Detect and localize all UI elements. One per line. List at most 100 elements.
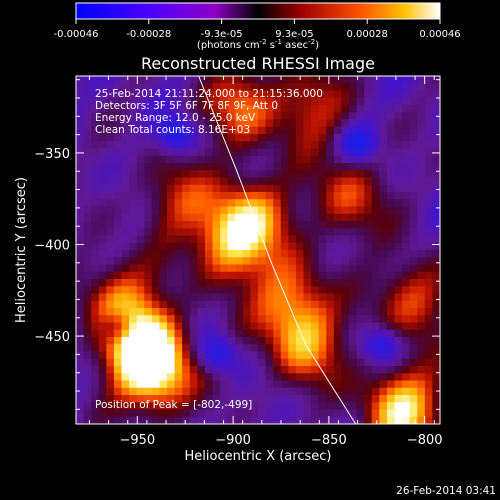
heatmap-cell: [204, 257, 213, 265]
heatmap-cell: [349, 97, 357, 106]
x-tick-label: −900: [215, 433, 251, 448]
heatmap-cell: [280, 351, 289, 360]
heatmap-cell: [76, 344, 84, 352]
heatmap-cell: [394, 141, 403, 149]
heatmap-cell: [113, 119, 122, 128]
heatmap-cell: [424, 300, 433, 309]
heatmap-cell: [113, 286, 122, 294]
heatmap-cell: [356, 235, 365, 244]
heatmap-cell: [144, 90, 153, 99]
heatmap-cell: [280, 134, 289, 142]
heatmap-cell: [197, 177, 206, 186]
x-tick-label: −950: [119, 433, 155, 448]
heatmap-cell: [197, 221, 206, 229]
x-axis-ticks: −950 −900 −850 −800: [88, 76, 443, 448]
heatmap-cell: [151, 105, 160, 113]
heatmap-cell: [333, 395, 342, 403]
heatmap-cell: [265, 141, 274, 149]
heatmap-cell: [212, 235, 221, 244]
heatmap-cell: [242, 163, 251, 171]
heatmap-cell: [341, 271, 350, 280]
heatmap-cell: [424, 416, 433, 424]
heatmap-cell: [265, 395, 274, 403]
heatmap-cell: [265, 199, 274, 207]
heatmap-cell: [212, 105, 221, 113]
heatmap-cell: [83, 242, 92, 251]
heatmap-cell: [91, 416, 100, 424]
heatmap-cell: [121, 83, 130, 91]
heatmap-cell: [220, 264, 229, 273]
heatmap-cell: [341, 228, 350, 236]
heatmap-cell: [167, 322, 175, 331]
heatmap-cell: [341, 300, 350, 309]
heatmap-cell: [280, 119, 289, 128]
heatmap-cell: [273, 329, 282, 338]
heatmap-cell: [303, 300, 312, 309]
heatmap-cell: [220, 286, 229, 294]
heatmap-cell: [113, 250, 122, 258]
heatmap-cell: [204, 83, 213, 91]
heatmap-cell: [394, 409, 403, 418]
heatmap-cell: [121, 90, 130, 99]
heatmap-cell: [167, 221, 175, 229]
heatmap-cell: [280, 163, 289, 171]
heatmap-cell: [121, 409, 130, 418]
heatmap-cell: [432, 395, 440, 403]
heatmap-cell: [83, 358, 92, 367]
heatmap-cell: [91, 221, 100, 229]
heatmap-cell: [106, 221, 115, 229]
heatmap-cell: [182, 373, 191, 381]
heatmap-cell: [280, 380, 289, 389]
heatmap-cell: [295, 83, 304, 91]
heatmap-cell: [250, 221, 259, 229]
heatmap-cell: [424, 329, 433, 338]
heatmap-cell: [364, 242, 373, 251]
heatmap-cell: [295, 235, 304, 244]
heatmap-cell: [91, 90, 100, 99]
heatmap-cell: [386, 170, 395, 178]
heatmap-cell: [432, 192, 440, 200]
heatmap-cell: [106, 235, 115, 244]
heatmap-cell: [136, 300, 145, 309]
heatmap-cell: [349, 257, 357, 265]
heatmap-cell: [250, 300, 259, 309]
heatmap-cell: [204, 228, 213, 236]
heatmap-cell: [288, 395, 297, 403]
heatmap-cell: [129, 155, 138, 164]
heatmap-cell: [159, 271, 168, 280]
heatmap-cell: [386, 344, 395, 352]
heatmap-cell: [151, 387, 160, 396]
heatmap-cell: [379, 177, 388, 186]
heatmap-cell: [212, 300, 221, 309]
heatmap-cell: [121, 300, 130, 309]
heatmap-cell: [288, 322, 297, 331]
heatmap-cell: [417, 279, 426, 287]
heatmap-cell: [424, 366, 433, 374]
heatmap-cell: [227, 235, 236, 244]
heatmap-cell: [242, 409, 251, 418]
heatmap-cell: [159, 90, 168, 99]
heatmap-cell: [106, 206, 115, 215]
heatmap-cell: [333, 279, 342, 287]
heatmap-cell: [417, 402, 426, 410]
heatmap-cell: [288, 358, 297, 367]
heatmap-cell: [129, 184, 138, 193]
heatmap-cell: [159, 264, 168, 273]
heatmap-cell: [424, 264, 433, 273]
heatmap-cell: [197, 134, 206, 142]
heatmap-cell: [144, 199, 153, 207]
heatmap-cell: [174, 409, 183, 418]
heatmap-cell: [83, 105, 92, 113]
heatmap-cell: [76, 257, 84, 265]
heatmap-cell: [129, 83, 138, 91]
heatmap-cell: [303, 126, 312, 135]
heatmap-cell: [333, 337, 342, 345]
heatmap-cell: [106, 308, 115, 316]
heatmap-cell: [402, 308, 411, 316]
heatmap-cell: [326, 286, 335, 294]
heatmap-cell: [121, 199, 130, 207]
heatmap-cell: [280, 105, 289, 113]
heatmap-cell: [424, 242, 433, 251]
heatmap-cell: [189, 228, 198, 236]
heatmap-cell: [197, 163, 206, 171]
